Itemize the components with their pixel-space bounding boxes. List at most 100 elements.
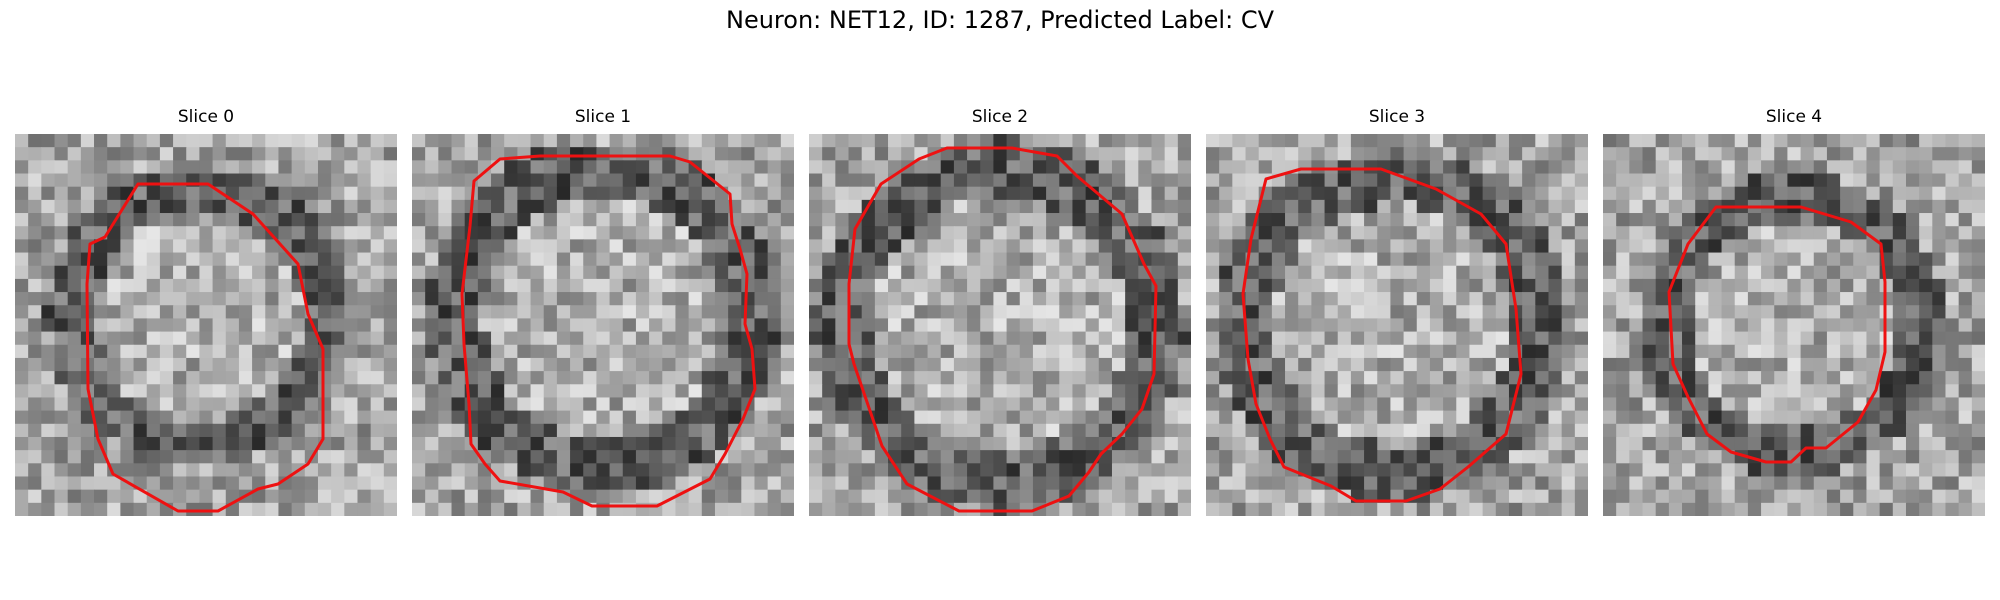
pixel-cell [901,489,915,504]
pixel-cell [120,252,135,267]
pixel-cell [1311,134,1326,148]
pixel-cell [767,423,782,438]
pixel-cell [1177,450,1191,464]
pixel-cell [491,213,505,227]
pixel-cell [1905,278,1920,293]
pixel-cell [1403,292,1418,306]
pixel-cell [120,502,135,516]
pixel-cell [146,160,161,175]
pixel-cell [1311,292,1326,306]
pixel-cell [1522,423,1536,438]
pixel-cell [1164,147,1179,161]
pixel-cell [1072,463,1087,478]
pixel-cell [1416,134,1431,148]
pixel-cell [1892,476,1907,491]
pixel-cell [133,318,148,333]
pixel-cell [914,160,929,175]
pixel-cell [1285,410,1299,425]
pixel-cell [1734,410,1749,425]
pixel-cell [1495,371,1510,385]
pixel-cell [675,489,690,504]
pixel-cell [635,318,650,333]
pixel-cell [888,147,902,161]
pixel-cell [1734,463,1749,478]
pixel-cell [1285,213,1299,227]
pixel-cell [1443,357,1457,372]
pixel-cell [1219,436,1233,451]
pixel-cell [1616,476,1630,491]
pixel-cell [1098,397,1113,412]
pixel-cell [530,252,545,267]
pixel-cell [1774,318,1789,333]
pixel-cell [1800,305,1815,320]
slice-image-3 [1206,134,1588,516]
pixel-cell [822,134,836,148]
pixel-cell [1708,410,1723,425]
pixel-cell [1616,371,1630,385]
pixel-cell [357,371,372,385]
pixel-cell [1603,173,1617,188]
pixel-cell [291,397,306,412]
pixel-cell [570,147,584,161]
pixel-cell [1708,450,1723,464]
pixel-cell [1324,384,1339,399]
pixel-cell [754,318,769,333]
pixel-cell [861,134,876,148]
pixel-cell [927,371,942,385]
pixel-cell [570,186,584,201]
pixel-cell [1747,173,1762,188]
pixel-cell [146,239,161,254]
pixel-cell [1258,397,1273,412]
pixel-cell [1642,410,1657,425]
pixel-cell [107,450,121,464]
pixel-cell [701,436,716,451]
pixel-cell [953,305,968,320]
pixel-cell [1006,265,1021,280]
pixel-cell [1629,213,1644,227]
pixel-cell [344,278,359,293]
pixel-cell [1111,476,1126,491]
pixel-cell [1840,463,1854,478]
pixel-cell [583,239,598,254]
pixel-cell [331,502,345,516]
pixel-cell [1350,371,1365,385]
pixel-cell [1072,344,1087,359]
pixel-cell [1085,476,1100,491]
pixel-cell [1761,384,1775,399]
pixel-cell [1629,331,1644,346]
pixel-cell [1774,371,1789,385]
pixel-cell [238,397,253,412]
pixel-cell [412,147,426,161]
pixel-cell [1508,134,1523,148]
pixel-cell [1032,397,1047,412]
pixel-cell [980,213,995,227]
pixel-cell [1245,147,1260,161]
pixel-cell [1311,397,1326,412]
pixel-cell [412,423,426,438]
pixel-cell [741,147,756,161]
pixel-cell [1443,502,1457,516]
pixel-cell [278,410,293,425]
pixel-cell [331,226,345,240]
pixel-cell [252,397,266,412]
pixel-cell [701,371,716,385]
pixel-cell [412,265,426,280]
pixel-cell [1111,305,1126,320]
pixel-cell [1032,423,1047,438]
pixel-cell [556,436,571,451]
pixel-cell [1138,173,1153,188]
pixel-cell [331,384,345,399]
pixel-cell [331,463,345,478]
pixel-cell [1377,252,1392,267]
pixel-cell [1574,134,1588,148]
pixel-cell [1177,502,1191,516]
pixel-cell [1206,186,1220,201]
pixel-cell [133,357,148,372]
pixel-cell [688,226,703,240]
pixel-cell [491,423,505,438]
pixel-cell [927,226,942,240]
pixel-cell [1866,357,1881,372]
pixel-cell [1866,239,1881,254]
pixel-cell [1853,173,1868,188]
pixel-cell [570,331,584,346]
